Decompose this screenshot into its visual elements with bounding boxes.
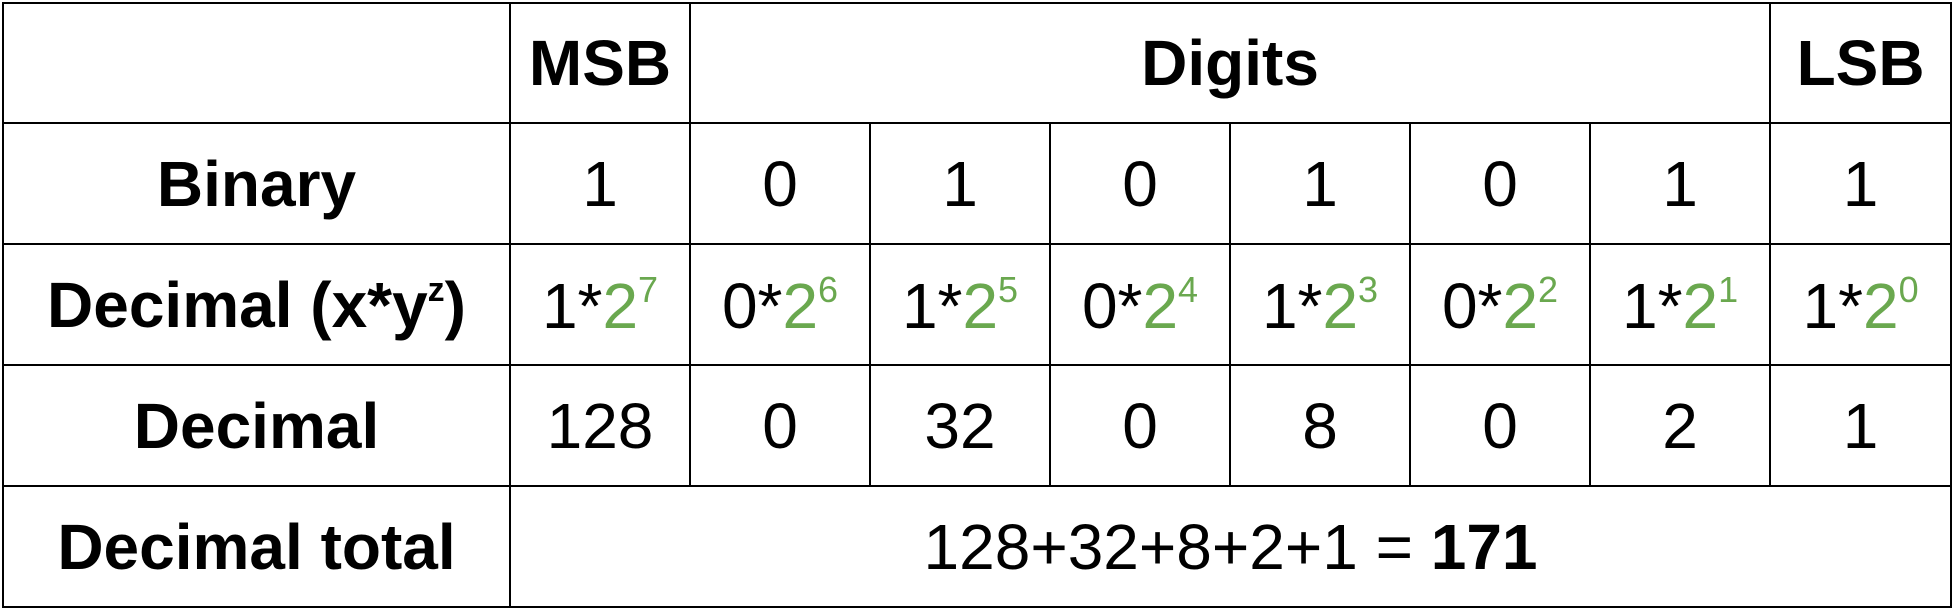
power-cell: 1*25 bbox=[869, 243, 1051, 366]
coefficient: 0* bbox=[721, 269, 783, 342]
binary-digit-cell: 1 bbox=[1769, 122, 1952, 245]
decimal-value-cell: 0 bbox=[689, 364, 871, 487]
label-text: Decimal (x*y bbox=[47, 268, 428, 341]
decimal-value-cell: 0 bbox=[1409, 364, 1591, 487]
decimal-value-cell: 128 bbox=[509, 364, 691, 487]
header-row: MSB Digits LSB bbox=[2, 2, 1952, 124]
total-expression: 128+32+8+2+1 = bbox=[923, 510, 1431, 583]
coefficient: 0* bbox=[1441, 269, 1503, 342]
exponent: 7 bbox=[638, 268, 659, 310]
exponent: 6 bbox=[818, 268, 839, 310]
decimal-power-row-label: Decimal (x*yz) bbox=[2, 243, 511, 366]
decimal-value-cell: 1 bbox=[1769, 364, 1952, 487]
msb-header: MSB bbox=[509, 2, 691, 124]
power-cell: 1*27 bbox=[509, 243, 691, 366]
base: 2 bbox=[1142, 269, 1179, 342]
base: 2 bbox=[782, 269, 819, 342]
binary-digit-cell: 0 bbox=[1049, 122, 1231, 245]
decimal-value-cell: 0 bbox=[1049, 364, 1231, 487]
total-row-label: Decimal total bbox=[2, 485, 511, 608]
total-sum: 171 bbox=[1430, 510, 1538, 583]
decimal-value-cell: 2 bbox=[1588, 364, 1772, 487]
coefficient: 1* bbox=[1261, 269, 1323, 342]
power-cell: 1*20 bbox=[1769, 243, 1952, 366]
total-row: Decimal total 128+32+8+2+1 = 171 bbox=[2, 485, 1952, 608]
coefficient: 1* bbox=[901, 269, 963, 342]
base: 2 bbox=[1863, 269, 1899, 342]
power-cell: 1*21 bbox=[1588, 243, 1772, 366]
coefficient: 1* bbox=[1621, 269, 1683, 342]
coefficient: 1* bbox=[1802, 269, 1864, 342]
binary-digit-cell: 0 bbox=[689, 122, 871, 245]
decimal-row-label: Decimal bbox=[2, 364, 511, 487]
decimal-value-cell: 32 bbox=[869, 364, 1051, 487]
power-cell: 0*26 bbox=[689, 243, 871, 366]
exponent: 3 bbox=[1358, 268, 1379, 310]
base: 2 bbox=[1682, 269, 1719, 342]
digits-header: Digits bbox=[688, 2, 1772, 124]
decimal-row: Decimal 128 0 32 0 8 0 2 1 bbox=[2, 364, 1952, 487]
power-cell: 1*23 bbox=[1229, 243, 1411, 366]
label-superscript: z bbox=[427, 270, 445, 309]
binary-digit-cell: 0 bbox=[1409, 122, 1591, 245]
binary-digit-cell: 1 bbox=[869, 122, 1051, 245]
power-cell: 0*24 bbox=[1049, 243, 1231, 366]
decimal-value-cell: 8 bbox=[1229, 364, 1411, 487]
coefficient: 1* bbox=[541, 269, 603, 342]
base: 2 bbox=[1322, 269, 1359, 342]
binary-row: Binary 1 0 1 0 1 0 1 1 bbox=[2, 122, 1952, 245]
binary-digit-cell: 1 bbox=[1229, 122, 1411, 245]
base: 2 bbox=[1502, 269, 1539, 342]
decimal-power-row: Decimal (x*yz) 1*27 0*26 1*25 0*24 1*23 … bbox=[2, 243, 1952, 366]
total-cell: 128+32+8+2+1 = 171 bbox=[508, 485, 1952, 608]
label-close-paren: ) bbox=[444, 268, 466, 341]
base: 2 bbox=[602, 269, 639, 342]
corner-cell bbox=[2, 2, 511, 124]
exponent: 4 bbox=[1178, 268, 1199, 310]
base: 2 bbox=[962, 269, 999, 342]
binary-row-label: Binary bbox=[2, 122, 511, 245]
exponent: 1 bbox=[1718, 268, 1739, 310]
power-cell: 0*22 bbox=[1409, 243, 1591, 366]
binary-digit-cell: 1 bbox=[1588, 122, 1772, 245]
exponent: 0 bbox=[1898, 268, 1919, 310]
lsb-header: LSB bbox=[1769, 2, 1952, 124]
exponent: 2 bbox=[1538, 268, 1559, 310]
binary-digit-cell: 1 bbox=[509, 122, 691, 245]
exponent: 5 bbox=[998, 268, 1019, 310]
coefficient: 0* bbox=[1081, 269, 1143, 342]
